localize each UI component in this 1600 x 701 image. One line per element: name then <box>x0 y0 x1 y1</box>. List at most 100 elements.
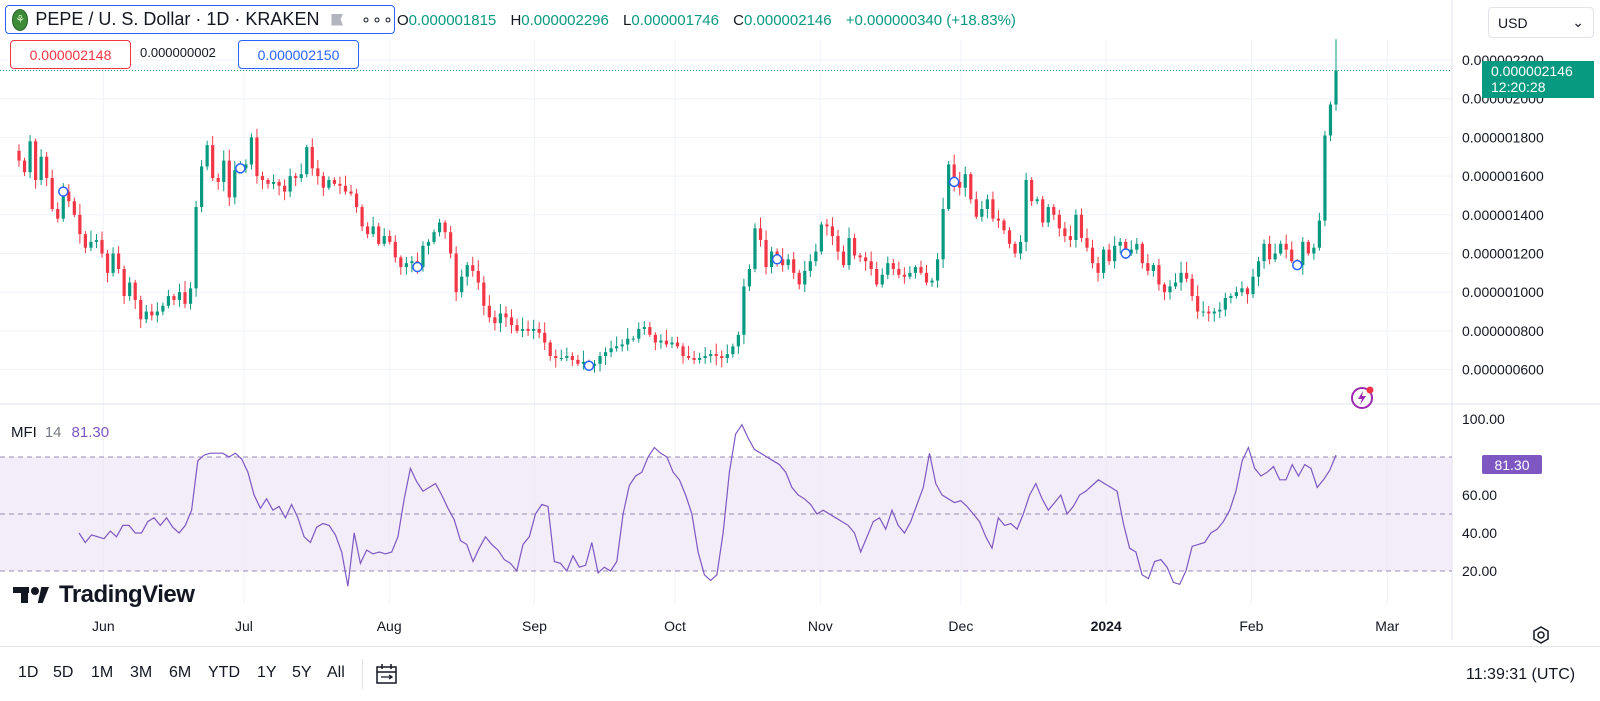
candle-body <box>1018 241 1023 254</box>
candle-body <box>858 255 862 258</box>
time-tick-label: Sep <box>522 618 547 634</box>
event-marker-icon <box>412 261 423 273</box>
candle-body <box>166 296 171 306</box>
candle-body <box>565 356 569 358</box>
candle-body <box>891 263 895 269</box>
candle-body <box>803 270 807 285</box>
candle-body <box>277 181 281 186</box>
range-button-1m[interactable]: 1M <box>91 664 114 681</box>
candle-body <box>637 328 641 339</box>
flag-icon[interactable] <box>331 13 343 26</box>
sell-price-button[interactable]: 0.000002148 <box>10 40 131 69</box>
candle-body <box>172 296 176 300</box>
candle-body <box>603 352 608 357</box>
tradingview-logo[interactable]: TradingView <box>13 581 195 609</box>
candle-body <box>271 181 276 184</box>
candle-body <box>1179 272 1183 283</box>
candle-body <box>686 356 691 358</box>
candle-body <box>56 208 60 219</box>
price-axis[interactable]: 0.0000022000.0000020000.0000018000.00000… <box>1462 52 1544 378</box>
range-button-ytd[interactable]: YTD <box>208 664 240 681</box>
candle-body <box>908 272 912 277</box>
candle-body <box>249 137 254 165</box>
candle-body <box>703 356 707 358</box>
candle-body <box>1306 241 1310 254</box>
candle-body <box>764 239 768 268</box>
chart-canvas[interactable]: 0.0000022000.0000020000.0000018000.00000… <box>0 0 1600 646</box>
high-label: H <box>510 12 522 29</box>
more-icon[interactable]: ∘∘∘ <box>360 11 394 29</box>
candle-body <box>974 199 978 217</box>
candle-body <box>897 268 901 275</box>
utc-clock[interactable]: 11:39:31 (UTC) <box>1466 666 1576 683</box>
open-value: 0.000001815 <box>408 12 497 29</box>
candle-body <box>841 251 846 266</box>
range-button-5d[interactable]: 5D <box>53 664 74 681</box>
candle-body <box>382 236 386 244</box>
candle-body <box>1262 243 1266 262</box>
candle-body <box>847 238 851 266</box>
time-tick-label: 2024 <box>1091 618 1122 634</box>
candle-body <box>1085 238 1089 248</box>
candle-body <box>50 178 54 209</box>
mfi-legend[interactable]: MFI 14 81.30 <box>11 424 109 441</box>
candle-body <box>233 170 237 198</box>
candle-body <box>260 176 265 180</box>
candle-body <box>67 191 71 202</box>
candle-body <box>930 280 934 283</box>
candle-body <box>830 226 835 237</box>
candle-body <box>902 274 906 277</box>
candle-body <box>615 346 619 349</box>
candle-body <box>825 224 829 227</box>
candle-body <box>1162 284 1167 293</box>
mfi-line <box>78 423 1337 587</box>
calendar-range-icon[interactable] <box>375 663 399 685</box>
candle-body <box>681 346 685 357</box>
candle-body <box>609 348 613 353</box>
candle-body <box>177 292 182 300</box>
currency-select[interactable]: USD ⌄ <box>1488 7 1594 38</box>
candle-body <box>227 160 231 198</box>
candle-body <box>919 267 923 273</box>
mfi-tick-label: 20.00 <box>1462 563 1497 579</box>
candle-body <box>913 267 918 273</box>
candle-body <box>22 160 27 173</box>
candle-body <box>526 328 530 331</box>
candle-body <box>675 342 680 347</box>
mfi-value-tag: 81.30 <box>1482 455 1542 474</box>
range-button-1d[interactable]: 1D <box>18 664 39 681</box>
close-value: 0.000002146 <box>744 12 832 29</box>
range-button-3m[interactable]: 3M <box>130 664 153 681</box>
candle-body <box>310 147 314 169</box>
time-axis[interactable]: Jun Jul Aug Sep Oct Nov Dec 2024 Feb Mar <box>92 618 1400 634</box>
candle-body <box>410 261 414 264</box>
candle-body <box>875 268 879 285</box>
change-value: +0.000000340 (+18.83%) <box>845 12 1016 29</box>
candle-body <box>985 199 989 209</box>
candle-body <box>1168 286 1172 293</box>
lightning-icon[interactable] <box>1350 384 1376 410</box>
event-marker-icon <box>583 360 595 371</box>
candle-body <box>880 274 884 285</box>
price-tick-label: 0.000001000 <box>1462 284 1544 300</box>
candle-body <box>648 327 652 335</box>
candle-body <box>996 218 1001 221</box>
candle-body <box>1240 288 1244 293</box>
toolbar-divider <box>362 659 363 689</box>
candle-body <box>17 150 21 161</box>
range-button-all[interactable]: All <box>327 664 345 681</box>
candle-body <box>266 179 270 184</box>
candle-body <box>150 311 154 316</box>
range-button-5y[interactable]: 5Y <box>292 664 312 681</box>
candle-body <box>786 259 790 266</box>
candle-body <box>991 199 995 219</box>
candle-body <box>1140 243 1144 264</box>
candle-body <box>576 359 580 364</box>
symbol-info[interactable]: ⚘ PEPE / U. S. Dollar · 1D · KRAKEN ∘∘∘ <box>5 5 395 34</box>
range-button-1y[interactable]: 1Y <box>257 664 277 681</box>
settings-gear-icon[interactable] <box>1532 626 1550 644</box>
candle-body <box>476 270 480 283</box>
buy-price-button[interactable]: 0.000002150 <box>238 40 359 69</box>
mfi-axis[interactable]: 100.00 60.00 40.00 20.00 <box>1462 411 1505 579</box>
range-button-6m[interactable]: 6M <box>169 664 192 681</box>
